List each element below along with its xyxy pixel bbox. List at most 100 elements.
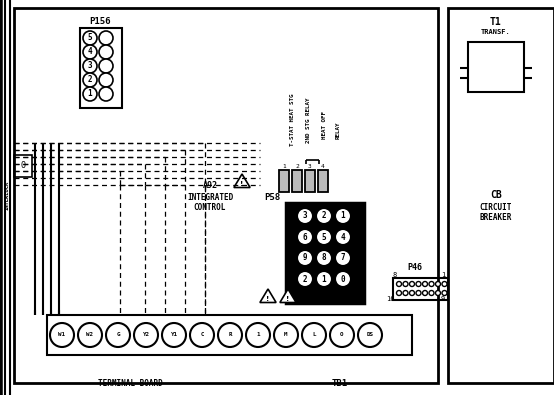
Text: 2: 2: [302, 275, 307, 284]
Text: CIRCUIT: CIRCUIT: [480, 203, 512, 213]
Text: O: O: [340, 333, 343, 337]
Circle shape: [409, 290, 414, 295]
Text: 1: 1: [322, 275, 326, 284]
Circle shape: [83, 45, 97, 59]
Circle shape: [99, 59, 113, 73]
Circle shape: [423, 290, 428, 295]
Circle shape: [442, 282, 447, 286]
Text: 1: 1: [341, 211, 345, 220]
Circle shape: [83, 31, 97, 45]
Circle shape: [83, 59, 97, 73]
Text: P58: P58: [264, 192, 280, 201]
Circle shape: [297, 250, 313, 266]
Circle shape: [297, 208, 313, 224]
Circle shape: [403, 290, 408, 295]
Circle shape: [134, 323, 158, 347]
Circle shape: [335, 250, 351, 266]
Bar: [14, 8, 438, 383]
Text: HEAT OFF: HEAT OFF: [322, 111, 327, 139]
Text: 0: 0: [341, 275, 345, 284]
Circle shape: [297, 229, 313, 245]
Circle shape: [99, 31, 113, 45]
Text: 4: 4: [341, 233, 345, 241]
Text: 1: 1: [441, 272, 445, 278]
Bar: [279, 170, 289, 192]
Circle shape: [335, 271, 351, 287]
Text: TRANSF.: TRANSF.: [481, 29, 511, 35]
Bar: [305, 170, 315, 192]
Circle shape: [316, 250, 332, 266]
Bar: [468, 42, 524, 92]
Text: T-STAT HEAT STG: T-STAT HEAT STG: [290, 94, 295, 146]
Text: 2: 2: [295, 164, 299, 169]
Text: 7: 7: [341, 254, 345, 263]
Text: TB1: TB1: [332, 378, 348, 387]
Text: 3: 3: [302, 211, 307, 220]
Bar: [14, 155, 32, 177]
Circle shape: [162, 323, 186, 347]
Circle shape: [274, 323, 298, 347]
Text: 16: 16: [386, 296, 394, 302]
Circle shape: [397, 290, 402, 295]
Text: Y2: Y2: [142, 333, 150, 337]
Circle shape: [316, 271, 332, 287]
Text: A92: A92: [203, 181, 218, 190]
Text: CONTROL: CONTROL: [194, 203, 226, 213]
Text: !: !: [266, 296, 270, 302]
Text: 1: 1: [88, 90, 93, 98]
Bar: [318, 170, 328, 192]
Circle shape: [316, 229, 332, 245]
Circle shape: [316, 208, 332, 224]
Text: 3: 3: [308, 164, 312, 169]
Text: W2: W2: [86, 333, 94, 337]
Text: G: G: [116, 333, 120, 337]
Text: M: M: [284, 333, 288, 337]
Text: INTEGRATED: INTEGRATED: [187, 194, 233, 203]
Circle shape: [335, 229, 351, 245]
Circle shape: [78, 323, 102, 347]
Circle shape: [83, 73, 97, 87]
Bar: [448, 8, 554, 383]
Circle shape: [99, 87, 113, 101]
Text: 8: 8: [393, 272, 397, 278]
Circle shape: [50, 323, 74, 347]
Text: L: L: [312, 333, 316, 337]
Circle shape: [397, 282, 402, 286]
Text: 4: 4: [88, 47, 93, 56]
Text: P46: P46: [408, 263, 423, 273]
Circle shape: [99, 45, 113, 59]
Text: 5: 5: [322, 233, 326, 241]
Text: 9: 9: [441, 296, 445, 302]
Circle shape: [302, 323, 326, 347]
Text: 4: 4: [321, 164, 325, 169]
Circle shape: [409, 282, 414, 286]
Text: 2ND STG RELAY: 2ND STG RELAY: [305, 97, 310, 143]
Bar: [47, 315, 412, 355]
Text: C: C: [200, 333, 204, 337]
Text: !: !: [286, 296, 290, 302]
Circle shape: [435, 290, 440, 295]
Text: W1: W1: [59, 333, 65, 337]
Circle shape: [190, 323, 214, 347]
Circle shape: [106, 323, 130, 347]
Circle shape: [297, 271, 313, 287]
Text: TERMINAL BOARD: TERMINAL BOARD: [98, 378, 162, 387]
Bar: [292, 170, 302, 192]
Text: 3: 3: [88, 62, 93, 70]
Text: 1: 1: [282, 164, 286, 169]
Circle shape: [442, 290, 447, 295]
Text: 8: 8: [322, 254, 326, 263]
Circle shape: [330, 323, 354, 347]
Text: DOOR
INTERLOCK: DOOR INTERLOCK: [0, 181, 9, 210]
Circle shape: [403, 282, 408, 286]
Text: O: O: [20, 162, 25, 171]
Text: 1: 1: [257, 333, 260, 337]
Polygon shape: [234, 174, 250, 188]
Bar: [286, 203, 364, 303]
Circle shape: [416, 290, 421, 295]
Text: !: !: [240, 181, 244, 187]
Text: R: R: [228, 333, 232, 337]
Text: RELAY: RELAY: [336, 121, 341, 139]
Circle shape: [246, 323, 270, 347]
Circle shape: [358, 323, 382, 347]
